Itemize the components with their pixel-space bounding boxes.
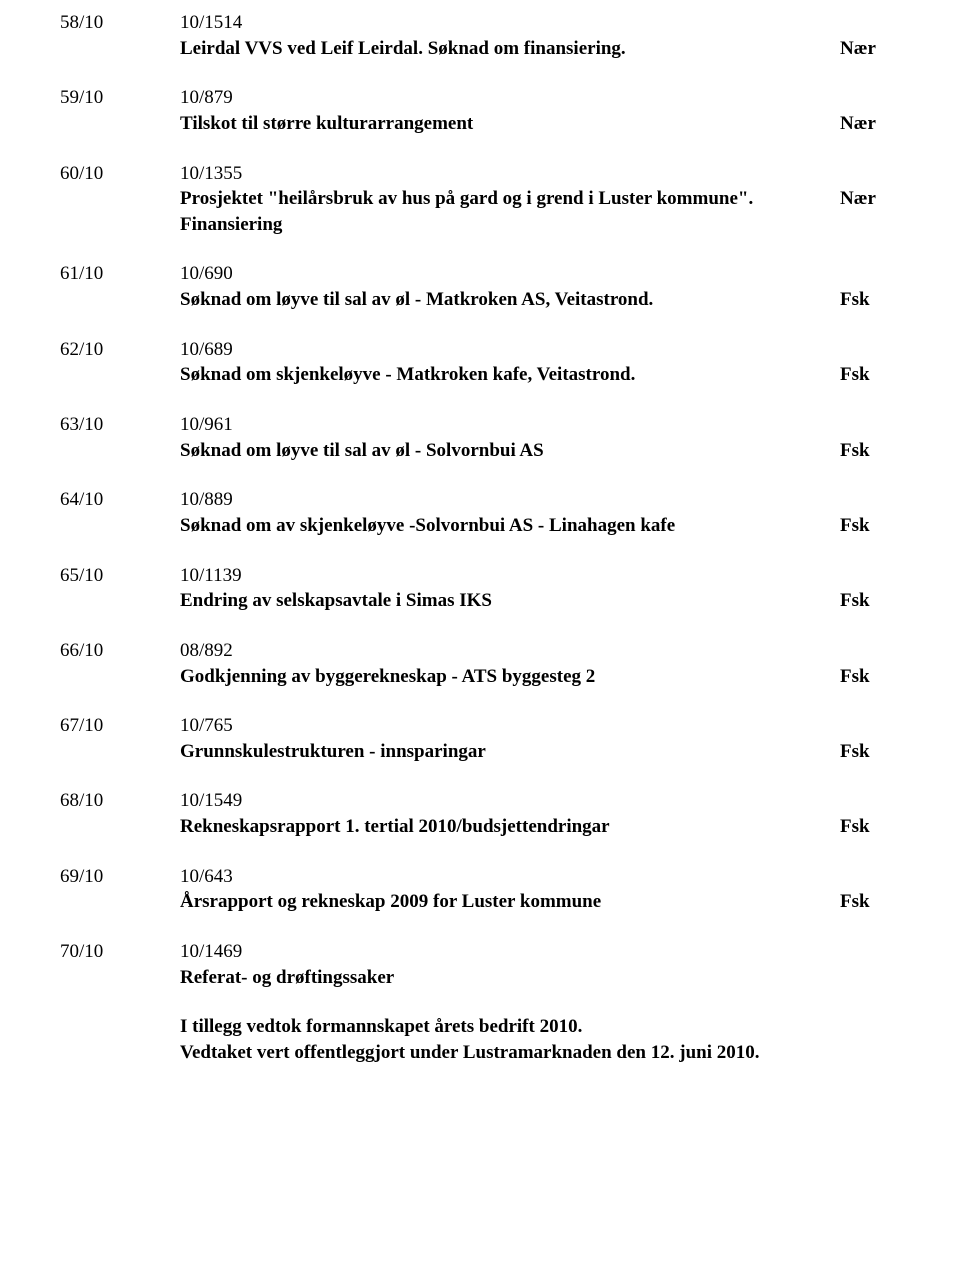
entry-number: 62/10 <box>60 337 180 363</box>
entry-tag: Fsk <box>840 287 900 313</box>
entry-title: Søknad om av skjenkeløyve -Solvornbui AS… <box>180 513 840 539</box>
entry-docnum: 10/889 <box>180 487 840 513</box>
agenda-entry: 69/1010/643Årsrapport og rekneskap 2009 … <box>60 864 900 915</box>
entry-title: Søknad om skjenkeløyve - Matkroken kafe,… <box>180 362 840 388</box>
entry-number: 66/10 <box>60 638 180 664</box>
entry-number: 64/10 <box>60 487 180 513</box>
entry-docnum: 10/689 <box>180 337 840 363</box>
agenda-entry: 59/1010/879Tilskot til større kulturarra… <box>60 85 900 136</box>
entry-docnum: 10/765 <box>180 713 840 739</box>
entry-docnum: 08/892 <box>180 638 840 664</box>
agenda-entry: 58/1010/1514Leirdal VVS ved Leif Leirdal… <box>60 10 900 61</box>
footer-line-1: I tillegg vedtok formannskapet årets bed… <box>180 1016 582 1037</box>
footer-text: I tillegg vedtok formannskapet årets bed… <box>180 1014 900 1065</box>
entry-tag: Nær <box>840 111 900 137</box>
entry-title: Søknad om løyve til sal av øl - Matkroke… <box>180 287 840 313</box>
entry-title: Endring av selskapsavtale i Simas IKS <box>180 588 840 614</box>
agenda-entry: 67/1010/765Grunnskulestrukturen - innspa… <box>60 713 900 764</box>
entry-number: 68/10 <box>60 788 180 814</box>
entry-tag: Fsk <box>840 814 900 840</box>
entry-title: Tilskot til større kulturarrangement <box>180 111 840 137</box>
entry-docnum: 10/1514 <box>180 10 840 36</box>
entry-number: 69/10 <box>60 864 180 890</box>
entry-title: Leirdal VVS ved Leif Leirdal. Søknad om … <box>180 36 840 62</box>
agenda-entry: 68/1010/1549Rekneskapsrapport 1. tertial… <box>60 788 900 839</box>
entry-tag: Fsk <box>840 588 900 614</box>
entry-docnum: 10/879 <box>180 85 840 111</box>
footer-line-2: Vedtaket vert offentleggjort under Lustr… <box>180 1042 760 1063</box>
entry-docnum: 10/961 <box>180 412 840 438</box>
entry-number: 58/10 <box>60 10 180 36</box>
entry-title: Referat- og drøftingssaker <box>180 965 840 991</box>
agenda-entry: 66/1008/892Godkjenning av byggerekneskap… <box>60 638 900 689</box>
entry-tag: Fsk <box>840 438 900 464</box>
agenda-entry: 61/1010/690Søknad om løyve til sal av øl… <box>60 261 900 312</box>
entry-tag: Fsk <box>840 664 900 690</box>
entry-number: 60/10 <box>60 161 180 187</box>
entry-tag: Nær <box>840 36 900 62</box>
entry-tag: Fsk <box>840 362 900 388</box>
entry-title: Rekneskapsrapport 1. tertial 2010/budsje… <box>180 814 840 840</box>
agenda-entry: 70/1010/1469Referat- og drøftingssaker <box>60 939 900 990</box>
agenda-entry: 64/1010/889Søknad om av skjenkeløyve -So… <box>60 487 900 538</box>
entry-title: Årsrapport og rekneskap 2009 for Luster … <box>180 889 840 915</box>
entry-number: 65/10 <box>60 563 180 589</box>
entry-docnum: 10/643 <box>180 864 840 890</box>
entry-docnum: 10/690 <box>180 261 840 287</box>
entry-tag: Nær <box>840 186 900 212</box>
entry-docnum: 10/1469 <box>180 939 840 965</box>
agenda-entry: 60/1010/1355Prosjektet "heilårsbruk av h… <box>60 161 900 238</box>
entry-docnum: 10/1139 <box>180 563 840 589</box>
entry-number: 63/10 <box>60 412 180 438</box>
entry-number: 59/10 <box>60 85 180 111</box>
entry-docnum: 10/1355 <box>180 161 840 187</box>
entry-number: 67/10 <box>60 713 180 739</box>
entry-tag: Fsk <box>840 513 900 539</box>
agenda-entry: 62/1010/689Søknad om skjenkeløyve - Matk… <box>60 337 900 388</box>
entry-title: Godkjenning av byggerekneskap - ATS bygg… <box>180 664 840 690</box>
entry-number: 61/10 <box>60 261 180 287</box>
entry-title: Søknad om løyve til sal av øl - Solvornb… <box>180 438 840 464</box>
agenda-entry: 65/1010/1139Endring av selskapsavtale i … <box>60 563 900 614</box>
entry-number: 70/10 <box>60 939 180 965</box>
entry-tag: Fsk <box>840 889 900 915</box>
entry-docnum: 10/1549 <box>180 788 840 814</box>
agenda-entry: 63/1010/961Søknad om løyve til sal av øl… <box>60 412 900 463</box>
entry-tag: Fsk <box>840 739 900 765</box>
entry-title: Grunnskulestrukturen - innsparingar <box>180 739 840 765</box>
entry-title: Prosjektet "heilårsbruk av hus på gard o… <box>180 186 840 237</box>
